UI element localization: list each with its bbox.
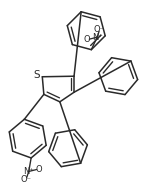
Text: O⁻: O⁻ <box>20 175 31 184</box>
Text: O: O <box>35 165 42 174</box>
Text: N⁺: N⁺ <box>92 33 103 42</box>
Text: O⁻: O⁻ <box>94 25 105 34</box>
Text: S: S <box>33 70 40 80</box>
Text: O: O <box>84 35 91 44</box>
Text: N⁺: N⁺ <box>23 167 34 176</box>
